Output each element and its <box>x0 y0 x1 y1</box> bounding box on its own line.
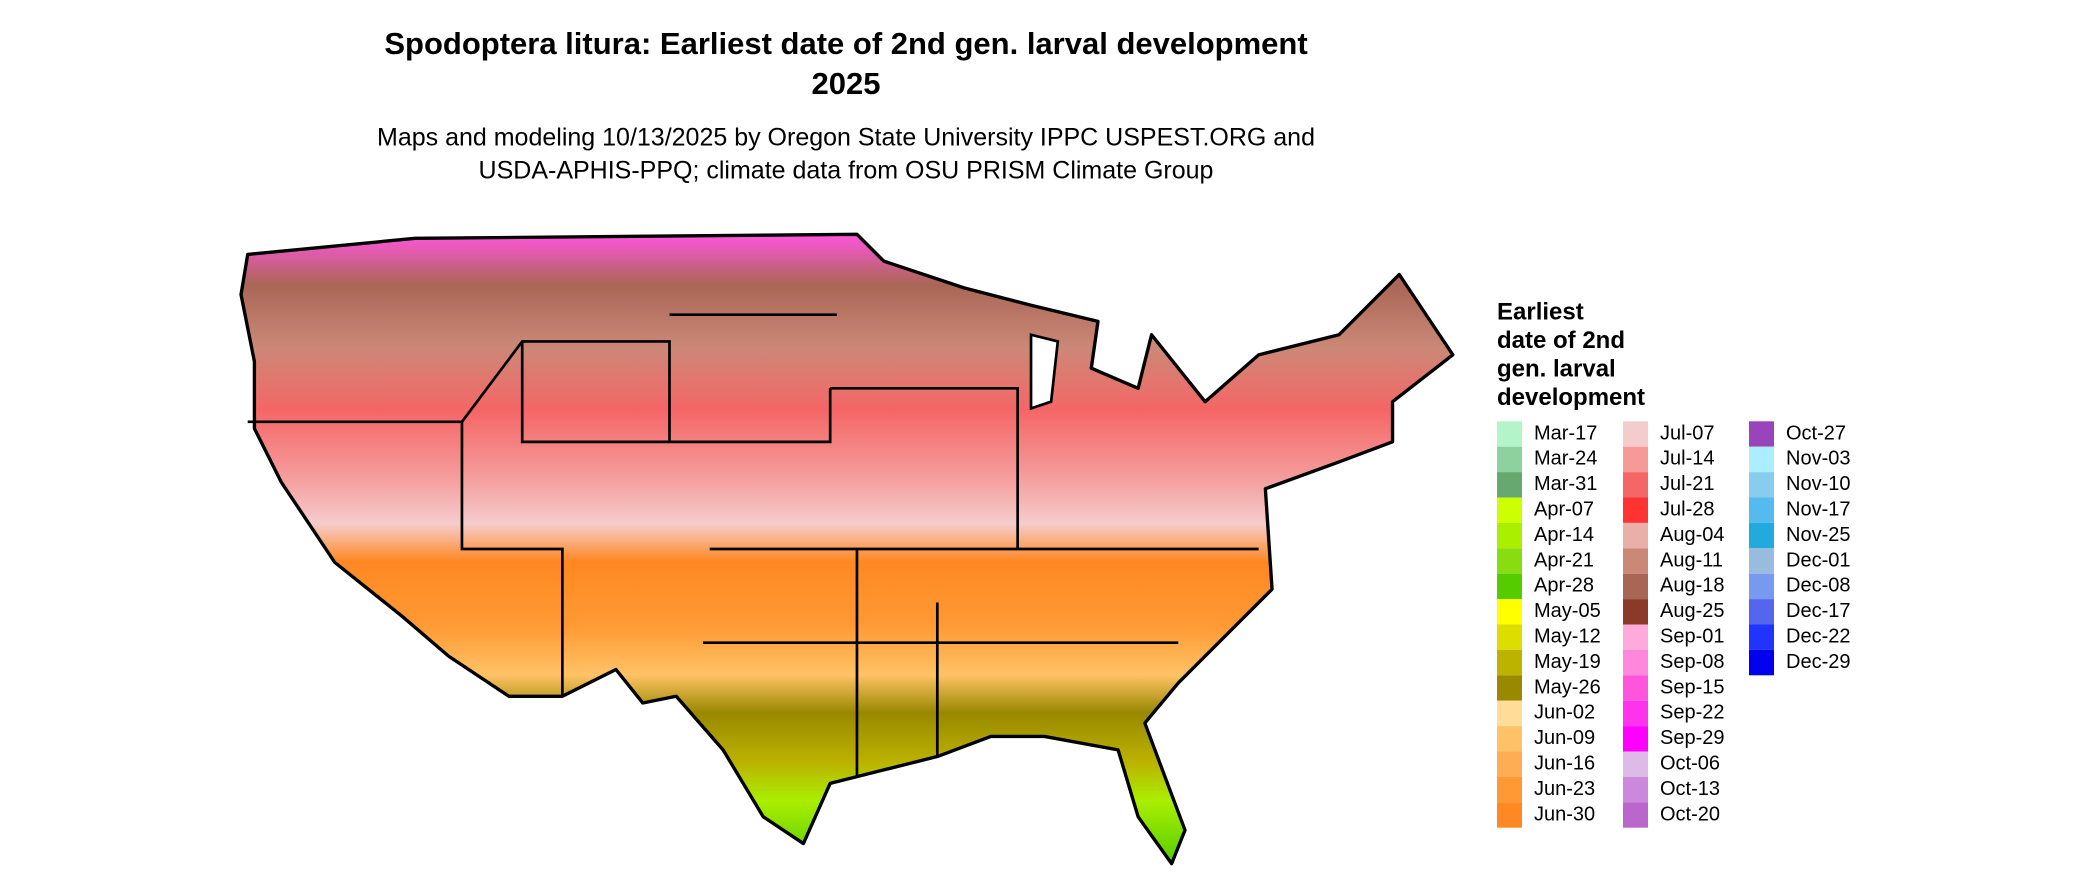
legend-label: Dec-01 <box>1786 549 1850 571</box>
legend-label: Aug-25 <box>1660 600 1725 622</box>
legend-swatch <box>1497 421 1522 447</box>
legend-swatch <box>1497 649 1522 676</box>
legend-swatch <box>1497 726 1522 752</box>
legend-label: Mar-31 <box>1534 473 1597 495</box>
legend-label: Sep-29 <box>1660 727 1725 749</box>
legend-swatch <box>1623 700 1648 727</box>
state-lines <box>247 313 1259 777</box>
legend-label: Oct-27 <box>1786 422 1846 444</box>
legend-swatch <box>1623 421 1648 447</box>
legend-swatch <box>1623 548 1648 574</box>
legend-label: Apr-28 <box>1534 575 1594 597</box>
legend-label: Jun-16 <box>1534 752 1595 774</box>
legend-swatch <box>1623 751 1648 777</box>
subtitle: USDA-APHIS-PPQ; climate data from OSU PR… <box>479 157 1214 185</box>
legend-swatch <box>1749 446 1774 473</box>
legend-label: Sep-01 <box>1660 625 1725 647</box>
legend-label: Nov-03 <box>1786 448 1850 470</box>
legend-label: Sep-15 <box>1660 676 1725 698</box>
legend-swatch <box>1497 776 1522 803</box>
year: 2025 <box>812 66 881 101</box>
legend-label: Oct-06 <box>1660 752 1720 774</box>
legend-title: gen. larval <box>1497 355 1616 382</box>
legend-label: Dec-08 <box>1786 575 1850 597</box>
legend-swatch <box>1497 548 1522 574</box>
legend-label: May-05 <box>1534 600 1601 622</box>
legend-label: Nov-10 <box>1786 473 1850 495</box>
legend-title: development <box>1497 384 1645 411</box>
legend-swatch <box>1497 624 1522 650</box>
legend-swatch <box>1623 675 1648 701</box>
legend-swatch <box>1497 675 1522 701</box>
legend-swatch <box>1623 649 1648 676</box>
legend-swatch <box>1749 548 1774 574</box>
legend-label: Jul-14 <box>1660 448 1714 470</box>
legend-label: Jun-30 <box>1534 803 1595 825</box>
great-lake <box>1029 333 1060 411</box>
legend-title: Earliest <box>1497 298 1584 325</box>
legend-label: Jul-07 <box>1660 422 1714 444</box>
legend-swatch <box>1749 649 1774 676</box>
legend-swatch <box>1497 700 1522 727</box>
legend-swatch <box>1623 573 1648 600</box>
legend-label: Aug-18 <box>1660 575 1725 597</box>
legend-swatch <box>1497 751 1522 777</box>
legend-swatch <box>1623 446 1648 473</box>
legend-label: Oct-13 <box>1660 778 1720 800</box>
legend-swatch <box>1749 522 1774 549</box>
legend-label: Jul-28 <box>1660 498 1714 520</box>
legend-swatch <box>1749 624 1774 650</box>
legend-swatch <box>1749 573 1774 600</box>
legend-label: Dec-29 <box>1786 651 1850 673</box>
legend-label: Mar-24 <box>1534 448 1597 470</box>
legend-label: Mar-17 <box>1534 422 1597 444</box>
legend-label: Nov-25 <box>1786 524 1850 546</box>
map <box>239 232 1455 866</box>
legend-swatch <box>1749 599 1774 625</box>
legend-title: date of 2nd <box>1497 327 1625 354</box>
legend-label: Apr-21 <box>1534 549 1594 571</box>
legend-swatch <box>1623 726 1648 752</box>
legend-label: May-26 <box>1534 676 1601 698</box>
legend-label: Apr-07 <box>1534 498 1594 520</box>
legend-label: Sep-08 <box>1660 651 1725 673</box>
legend-swatch <box>1623 802 1648 828</box>
legend-label: Sep-22 <box>1660 702 1725 724</box>
legend-swatch <box>1623 624 1648 650</box>
legend-swatch <box>1497 802 1522 828</box>
legend-swatch <box>1497 599 1522 625</box>
legend-swatch <box>1623 776 1648 803</box>
legend-label: Jun-02 <box>1534 702 1595 724</box>
legend-label: Oct-20 <box>1660 803 1720 825</box>
legend-swatch <box>1749 472 1774 498</box>
legend-label: May-19 <box>1534 651 1601 673</box>
legend-swatch <box>1749 421 1774 447</box>
title: Spodoptera litura: Earliest date of 2nd … <box>384 26 1307 61</box>
legend-label: Apr-14 <box>1534 524 1594 546</box>
legend-swatch <box>1497 472 1522 498</box>
legend-label: Aug-04 <box>1660 524 1725 546</box>
legend-swatch <box>1497 497 1522 523</box>
legend-label: Jul-21 <box>1660 473 1714 495</box>
legend-swatch <box>1623 472 1648 498</box>
legend-label: Dec-17 <box>1786 600 1850 622</box>
legend-swatch <box>1497 573 1522 600</box>
legend-swatch <box>1623 522 1648 549</box>
legend-swatch <box>1749 497 1774 523</box>
legend-swatch <box>1623 599 1648 625</box>
legend-label: Nov-17 <box>1786 498 1850 520</box>
subtitle: Maps and modeling 10/13/2025 by Oregon S… <box>377 124 1315 152</box>
legend-label: Jun-23 <box>1534 778 1595 800</box>
legend-swatch <box>1497 522 1522 549</box>
legend-label: Dec-22 <box>1786 625 1850 647</box>
legend-label: Aug-11 <box>1660 549 1723 571</box>
legend-swatch <box>1623 497 1648 523</box>
legend-label: Jun-09 <box>1534 727 1595 749</box>
legend-swatch <box>1497 446 1522 473</box>
legend-label: May-12 <box>1534 625 1601 647</box>
